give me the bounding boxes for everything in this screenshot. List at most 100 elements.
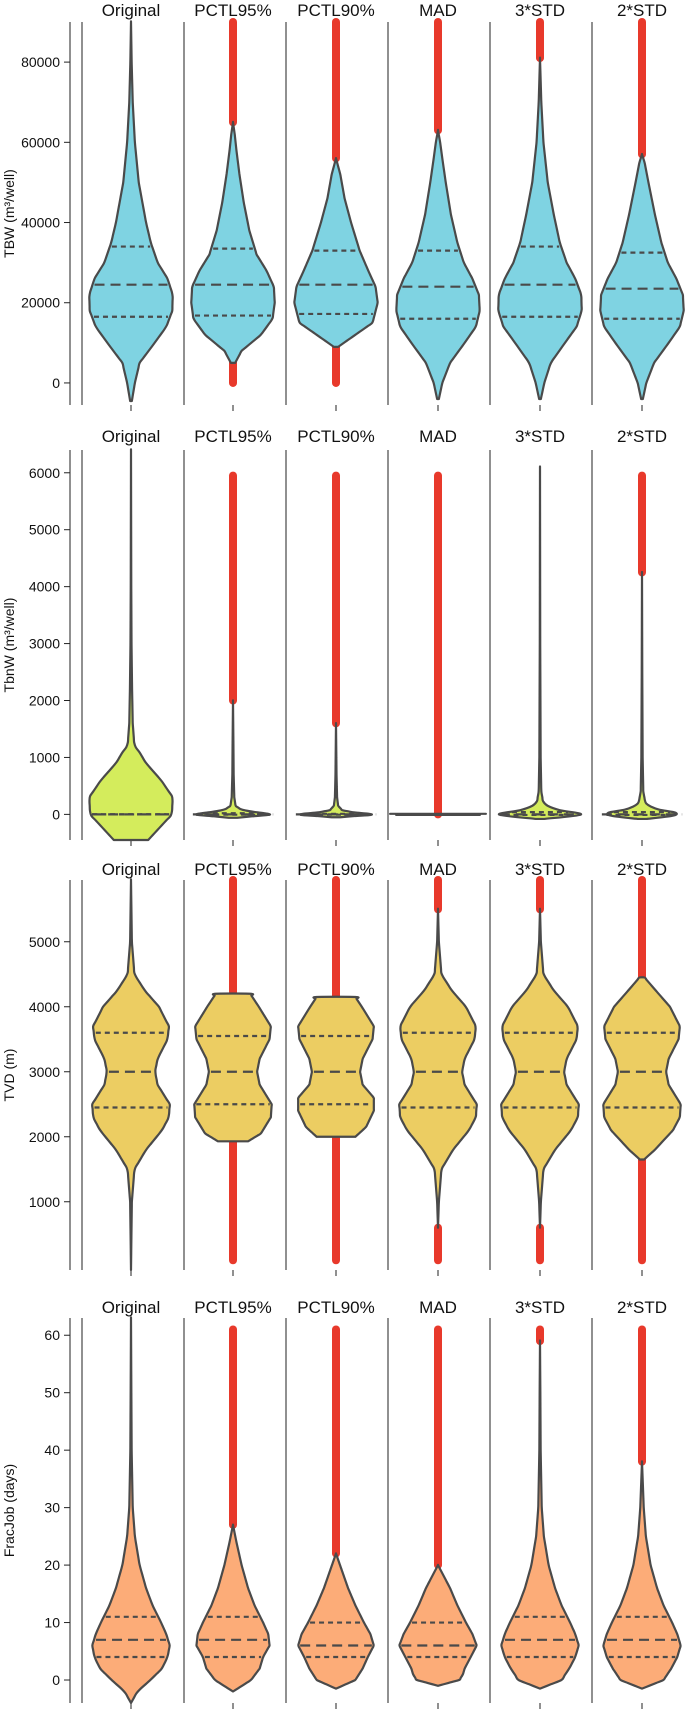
column-title: PCTL90% bbox=[297, 1, 374, 20]
violin-body bbox=[602, 1460, 682, 1690]
column-title: 3*STD bbox=[515, 860, 565, 879]
y-axis-label: FracJob (days) bbox=[1, 1464, 17, 1557]
violin-pctl90-: PCTL90% bbox=[295, 427, 377, 846]
column-title: Original bbox=[102, 1298, 161, 1317]
column-title: 3*STD bbox=[515, 1298, 565, 1317]
column-title: PCTL95% bbox=[194, 860, 271, 879]
y-tick-label: 40 bbox=[44, 1442, 60, 1458]
violin-body bbox=[293, 156, 379, 348]
column-title: 3*STD bbox=[515, 427, 565, 446]
violin-body bbox=[194, 699, 272, 819]
violin-body bbox=[398, 1563, 478, 1687]
violin-body bbox=[91, 1316, 171, 1705]
column-title: PCTL95% bbox=[194, 1298, 271, 1317]
y-tick-label: 2000 bbox=[29, 1129, 60, 1145]
column-title: 2*STD bbox=[617, 1, 667, 20]
violin-body bbox=[91, 878, 171, 1272]
column-title: PCTL90% bbox=[297, 1298, 374, 1317]
y-tick-label: 0 bbox=[52, 375, 60, 391]
violin-pctl95-: PCTL95% bbox=[190, 1, 276, 411]
violin-body bbox=[296, 995, 376, 1138]
column-title: MAD bbox=[419, 427, 457, 446]
violin-pctl95-: PCTL95% bbox=[194, 1298, 272, 1709]
violin-mad: MAD bbox=[395, 1, 481, 411]
violin-body bbox=[88, 448, 174, 842]
column-title: PCTL90% bbox=[297, 427, 374, 446]
violin-body bbox=[299, 722, 373, 819]
y-tick-label: 4000 bbox=[29, 999, 60, 1015]
violin-body bbox=[599, 152, 685, 401]
violin-3-std: 3*STD bbox=[500, 860, 580, 1276]
y-tick-label: 30 bbox=[44, 1500, 60, 1516]
y-tick-label: 5000 bbox=[29, 522, 60, 538]
y-tick-label: 3000 bbox=[29, 636, 60, 652]
y-tick-label: 0 bbox=[52, 1672, 60, 1688]
violin-pctl95-: PCTL95% bbox=[192, 427, 274, 846]
violin-mad: MAD bbox=[398, 1298, 478, 1709]
violin-2-std: 2*STD bbox=[602, 860, 682, 1276]
violin-body bbox=[500, 1339, 580, 1690]
y-tick-label: 50 bbox=[44, 1385, 60, 1401]
column-title: 2*STD bbox=[617, 427, 667, 446]
column-title: Original bbox=[102, 427, 161, 446]
violin-body bbox=[602, 976, 682, 1161]
violin-3-std: 3*STD bbox=[497, 427, 583, 846]
y-tick-label: 20000 bbox=[21, 295, 60, 311]
violin-original: Original bbox=[88, 1, 174, 411]
y-tick-label: 2000 bbox=[29, 693, 60, 709]
column-title: 2*STD bbox=[617, 1298, 667, 1317]
column-title: MAD bbox=[419, 1, 457, 20]
y-tick-label: 4000 bbox=[29, 579, 60, 595]
violin-body bbox=[297, 1552, 375, 1690]
violin-body bbox=[606, 570, 678, 821]
y-tick-label: 3000 bbox=[29, 1064, 60, 1080]
violin-pctl90-: PCTL90% bbox=[297, 1298, 375, 1709]
violin-original: Original bbox=[91, 1298, 171, 1709]
violin-original: Original bbox=[88, 427, 174, 846]
column-title: PCTL95% bbox=[194, 427, 271, 446]
violin-body bbox=[497, 465, 583, 821]
violin-pctl90-: PCTL90% bbox=[296, 860, 376, 1276]
violin-pctl95-: PCTL95% bbox=[193, 860, 273, 1276]
violin-2-std: 2*STD bbox=[601, 427, 683, 846]
violin-body bbox=[500, 907, 580, 1229]
column-title: 3*STD bbox=[515, 1, 565, 20]
column-title: Original bbox=[102, 860, 161, 879]
y-axis-label: TVD (m) bbox=[1, 1049, 17, 1102]
violin-2-std: 2*STD bbox=[599, 1, 685, 411]
y-tick-label: 60000 bbox=[21, 134, 60, 150]
violin-body bbox=[190, 120, 276, 364]
y-tick-label: 10 bbox=[44, 1615, 60, 1631]
violin-body bbox=[88, 20, 174, 403]
y-tick-label: 60 bbox=[44, 1327, 60, 1343]
y-tick-label: 6000 bbox=[29, 465, 60, 481]
violin-original: Original bbox=[91, 860, 171, 1276]
panel-1: 0 20000 40000 60000 80000 TBW (m³/well) Origin… bbox=[1, 1, 685, 411]
violin-3-std: 3*STD bbox=[500, 1298, 580, 1709]
y-axis-label: TbnW (m³/well) bbox=[1, 598, 17, 693]
violin-body bbox=[193, 992, 273, 1143]
violin-body bbox=[395, 128, 481, 401]
y-tick-label: 0 bbox=[52, 806, 60, 822]
column-title: PCTL90% bbox=[297, 860, 374, 879]
column-title: 2*STD bbox=[617, 860, 667, 879]
panel-4: 0 10 20 30 40 50 60 FracJob (days) Original PCTL9… bbox=[1, 1298, 682, 1709]
y-tick-label: 80000 bbox=[21, 54, 60, 70]
y-tick-label: 40000 bbox=[21, 215, 60, 231]
y-tick-label: 20 bbox=[44, 1557, 60, 1573]
column-title: Original bbox=[102, 1, 161, 20]
column-title: PCTL95% bbox=[194, 1, 271, 20]
y-tick-label: 5000 bbox=[29, 934, 60, 950]
violin-mad: MAD bbox=[389, 427, 487, 846]
violin-3-std: 3*STD bbox=[497, 1, 583, 411]
column-title: MAD bbox=[419, 1298, 457, 1317]
violin-pctl90-: PCTL90% bbox=[293, 1, 379, 411]
panel-2: 0 1000 2000 3000 4000 5000 6000 TbnW (m³/well) O… bbox=[1, 427, 683, 846]
violin-body bbox=[497, 56, 583, 401]
violin-mad: MAD bbox=[398, 860, 478, 1276]
violin-body bbox=[195, 1523, 271, 1693]
violin-body bbox=[398, 907, 478, 1229]
y-axis-label: TBW (m³/well) bbox=[1, 169, 17, 258]
column-title: MAD bbox=[419, 860, 457, 879]
y-tick-label: 1000 bbox=[29, 1194, 60, 1210]
